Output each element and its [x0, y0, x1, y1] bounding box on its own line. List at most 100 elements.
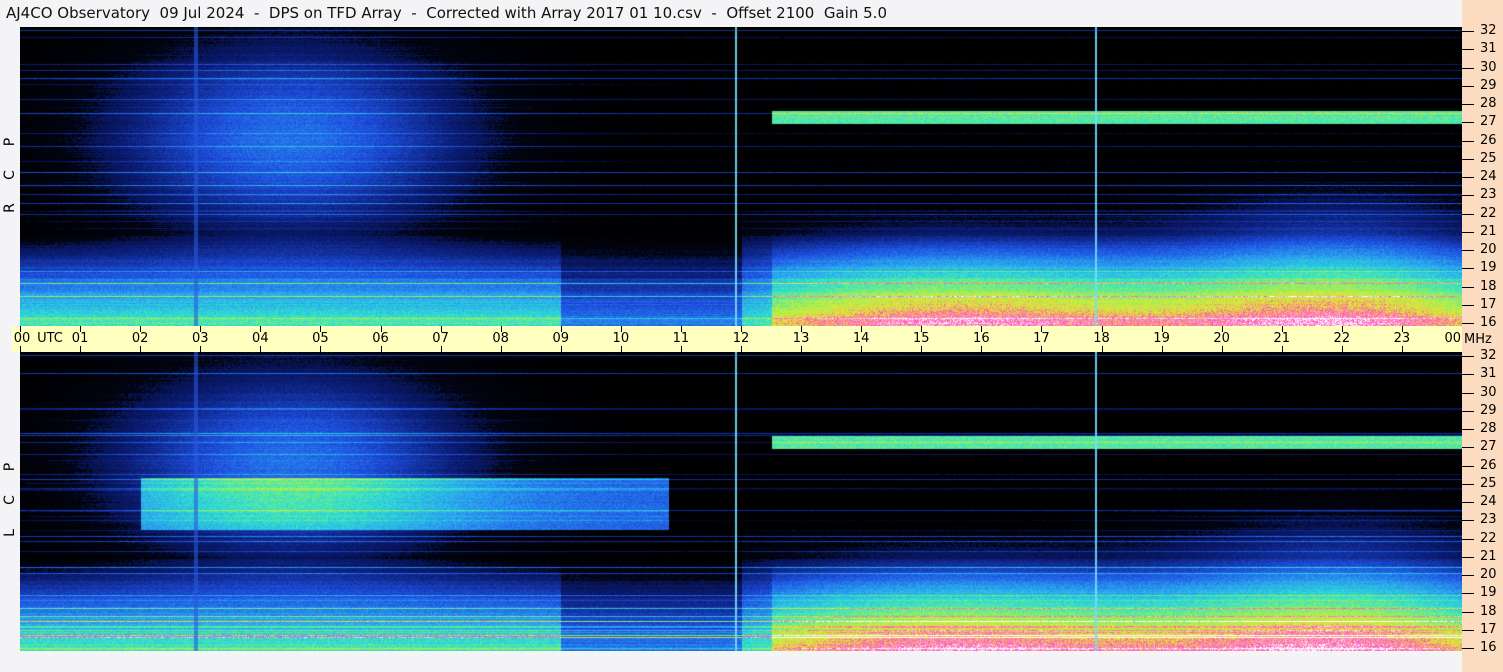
time-tick-mark — [560, 326, 562, 332]
time-tick-mark — [380, 326, 382, 332]
freq-tick-mark — [1462, 195, 1474, 197]
time-tick-label: 21 — [1273, 331, 1291, 346]
time-tick-label: 19 — [1153, 331, 1170, 346]
freq-tick-mark — [1462, 556, 1474, 558]
utc-unit-label: UTC — [37, 331, 63, 346]
rcp-spectrogram-heatmap — [20, 27, 1462, 326]
time-tick-label: 18 — [1093, 331, 1110, 346]
freq-tick-mark — [1462, 483, 1474, 485]
time-tick-mark — [500, 346, 502, 352]
freq-tick-mark — [1462, 575, 1474, 576]
time-tick-mark — [680, 346, 682, 352]
time-tick-label: 12 — [732, 331, 750, 346]
time-tick-mark — [1221, 326, 1223, 332]
time-tick-label: 06 — [372, 331, 389, 346]
freq-tick-label: 23 — [1480, 187, 1497, 203]
freq-tick-mark — [1462, 629, 1474, 631]
time-tick-mark — [440, 326, 442, 332]
freq-tick-mark — [1462, 520, 1474, 522]
time-tick-label: 22 — [1333, 331, 1351, 346]
freq-tick-mark — [1462, 268, 1474, 270]
time-tick-mark — [620, 326, 622, 332]
time-tick-mark — [680, 326, 682, 332]
time-tick-mark — [1281, 326, 1283, 332]
time-tick-mark — [260, 346, 262, 352]
time-tick-mark — [500, 326, 502, 332]
time-tick-label: 09 — [552, 331, 570, 346]
time-tick-mark — [1341, 346, 1343, 352]
freq-tick-mark — [1462, 85, 1474, 87]
freq-tick-mark — [1462, 31, 1474, 32]
time-tick-mark — [1041, 346, 1043, 352]
freq-tick-mark — [1462, 286, 1474, 288]
time-tick-label: 02 — [131, 331, 149, 346]
freq-tick-mark — [1462, 465, 1474, 467]
freq-tick-label: 22 — [1480, 205, 1497, 221]
time-tick-label: 01 — [71, 331, 89, 346]
freq-tick-mark — [1462, 122, 1474, 124]
time-tick-label: 00 — [13, 331, 31, 346]
bottom-margin — [0, 651, 1462, 672]
freq-tick-label: 17 — [1480, 621, 1497, 637]
time-tick-mark — [1401, 326, 1403, 332]
lcp-spectrogram-panel — [20, 352, 1462, 651]
rcp-label-c: C — [2, 170, 18, 180]
freq-tick-label: 21 — [1480, 548, 1497, 564]
freq-tick-label: 20 — [1480, 567, 1497, 582]
freq-tick-mark — [1462, 356, 1474, 357]
time-tick-mark — [1281, 346, 1283, 352]
freq-tick-label: 31 — [1480, 366, 1497, 382]
time-tick-mark — [440, 346, 442, 352]
time-tick-label: 07 — [432, 331, 449, 346]
freq-tick-label: 28 — [1480, 421, 1497, 436]
freq-tick-label: 26 — [1480, 457, 1497, 473]
freq-tick-label: 16 — [1480, 315, 1497, 330]
freq-tick-label: 25 — [1480, 475, 1497, 491]
freq-tick-label: 32 — [1480, 23, 1497, 38]
time-tick-mark — [741, 326, 742, 332]
time-tick-mark — [1161, 346, 1163, 352]
rcp-spectrogram-panel — [20, 27, 1462, 326]
freq-tick-mark — [1462, 140, 1474, 142]
freq-tick-label: 23 — [1480, 512, 1497, 528]
time-tick-label: 14 — [852, 331, 870, 346]
freq-tick-label: 16 — [1480, 640, 1497, 655]
freq-tick-label: 30 — [1480, 59, 1497, 75]
time-tick-label: 16 — [973, 331, 990, 346]
freq-tick-label: 25 — [1480, 150, 1497, 166]
freq-tick-label: 18 — [1480, 278, 1497, 294]
frequency-axis: 32 31 30 29 28 27 26 25 24 23 22 21 20 19 18 17 32 31 30 29… — [1462, 0, 1503, 672]
freq-tick-label: 20 — [1480, 242, 1497, 257]
freq-tick-label: 22 — [1480, 530, 1497, 546]
time-tick-mark — [260, 326, 262, 332]
time-tick-mark — [861, 326, 863, 332]
lcp-spectrogram-heatmap — [20, 352, 1462, 651]
rcp-label-p: P — [2, 137, 18, 147]
lcp-label-c: C — [2, 495, 18, 505]
freq-tick-mark — [1462, 447, 1474, 449]
utc-time-axis: 00 01 02 03 04 05 06 07 08 09 10 11 12 13 14 15 16 17 18 19… — [12, 326, 1463, 352]
freq-tick-mark — [1462, 374, 1474, 376]
time-tick-label: 08 — [492, 331, 509, 346]
time-tick-label: 03 — [191, 331, 209, 346]
time-tick-mark — [80, 346, 82, 352]
time-tick-mark — [560, 346, 562, 352]
freq-tick-mark — [1462, 158, 1474, 160]
time-tick-mark — [200, 326, 202, 332]
time-tick-mark — [801, 346, 803, 352]
freq-tick-label: 17 — [1480, 296, 1497, 312]
time-tick-label: 13 — [792, 331, 810, 346]
freq-tick-mark — [1462, 392, 1474, 394]
time-tick-mark — [320, 326, 322, 332]
freq-tick-mark — [1462, 49, 1474, 51]
lcp-label-p: P — [2, 462, 18, 472]
time-tick-label: 10 — [612, 331, 630, 346]
freq-tick-mark — [1462, 538, 1474, 540]
freq-tick-label: 29 — [1480, 77, 1497, 93]
time-tick-mark — [921, 346, 923, 352]
freq-tick-label: 26 — [1480, 132, 1497, 148]
time-tick-label: 20 — [1213, 331, 1230, 346]
time-tick-label: 11 — [672, 331, 690, 346]
time-tick-mark — [20, 326, 21, 332]
freq-tick-label: 27 — [1480, 114, 1497, 130]
